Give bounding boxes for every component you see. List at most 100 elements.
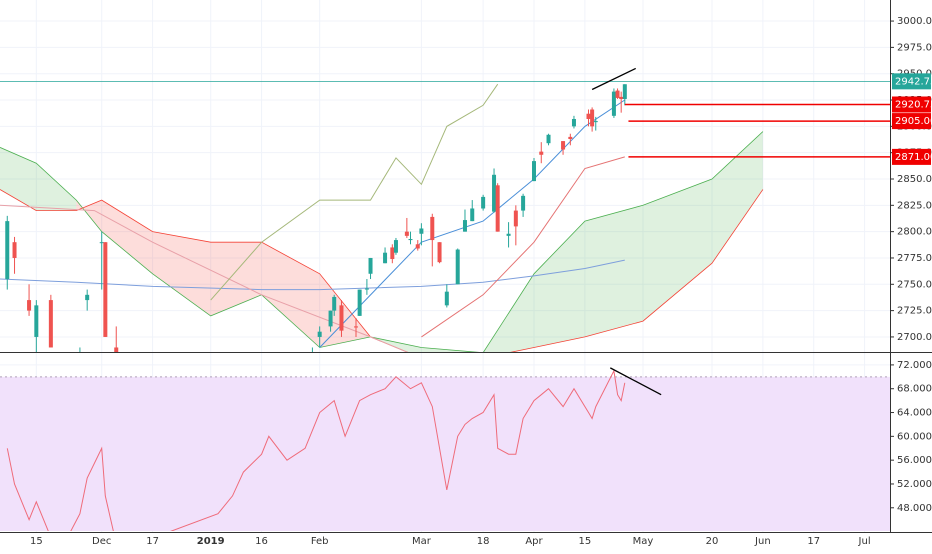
candle-body <box>404 231 409 236</box>
candle-body <box>622 84 627 99</box>
candle-body <box>390 247 395 260</box>
cloud-segment <box>370 336 422 352</box>
cloud-segment <box>642 179 712 322</box>
candle-body <box>590 109 595 127</box>
candle-body <box>521 195 526 211</box>
price-pane <box>0 67 890 352</box>
y-tick-label: 2800.00 <box>897 227 932 238</box>
indicator-line <box>0 259 625 291</box>
price-label: 2871.00 <box>895 152 932 163</box>
candle-body <box>437 242 442 263</box>
indicator-line <box>0 204 409 352</box>
x-tick-label: 2019 <box>197 536 225 547</box>
candle-body <box>357 289 362 316</box>
candle-body <box>546 134 551 144</box>
candle-body <box>48 300 53 348</box>
y-tick-label: 2825.00 <box>897 200 932 211</box>
candle-body <box>99 242 104 244</box>
y-tick-label: 48.0000 <box>897 503 932 514</box>
x-tick-label: May <box>633 536 654 547</box>
candle-body <box>12 242 17 258</box>
candle-body <box>619 96 624 99</box>
candle-body <box>513 210 518 227</box>
x-tick-label: Apr <box>525 536 543 547</box>
x-tick-label: 17 <box>146 536 159 547</box>
candle-body <box>611 91 616 116</box>
candle-body <box>368 257 373 274</box>
price-label: 2920.75 <box>895 100 932 111</box>
candle-body <box>561 141 566 150</box>
candle-body <box>571 118 576 127</box>
x-tick-label: 17 <box>807 536 820 547</box>
x-tick-label: Jul <box>858 536 871 547</box>
rsi-line <box>6 369 626 531</box>
cloud-segment <box>36 163 77 211</box>
candle-body <box>419 228 424 234</box>
price-label: 2942.75 <box>895 76 932 87</box>
y-tick-label: 60.0000 <box>897 431 932 442</box>
candle-body <box>495 185 500 232</box>
x-tick-label: Jun <box>754 536 771 547</box>
cloud-segment <box>712 131 763 264</box>
cloud-segment <box>101 200 153 274</box>
y-tick-label: 68.0000 <box>897 384 932 395</box>
x-tick-label: Feb <box>311 536 329 547</box>
y-tick-label: 2975.00 <box>897 42 932 53</box>
y-tick-label: 2750.00 <box>897 279 932 290</box>
indicator-line <box>210 83 499 301</box>
candle-body <box>332 296 337 311</box>
candle-body <box>532 161 536 182</box>
x-tick-label: 20 <box>706 536 719 547</box>
y-tick-label: 56.0000 <box>897 455 932 466</box>
candle-body <box>506 233 511 236</box>
price-label-box <box>892 96 931 113</box>
x-tick-label: Dec <box>92 536 111 547</box>
rsi-pane <box>0 367 890 531</box>
candle-body <box>317 331 322 337</box>
trend-line <box>591 67 636 91</box>
price-label-box <box>892 148 931 165</box>
y-tick-label: 64.0000 <box>897 408 932 419</box>
candle-body <box>470 208 475 222</box>
cloud-segment <box>0 147 37 211</box>
cloud-segment <box>584 205 643 337</box>
candle-body <box>114 347 119 352</box>
cloud-span-a <box>0 131 764 352</box>
cloud-segment <box>152 231 211 316</box>
candle-body <box>492 174 497 212</box>
cloud-segment <box>210 242 262 316</box>
rsi-band <box>0 376 890 531</box>
candle-body <box>462 220 467 232</box>
candle-body <box>539 151 544 155</box>
candle-body <box>586 113 591 119</box>
candle-body <box>593 121 598 123</box>
indicator-line <box>421 156 625 338</box>
price-label: 2905.00 <box>895 116 932 127</box>
x-tick-label: 15 <box>578 536 591 547</box>
y-tick-label: 2775.00 <box>897 253 932 264</box>
candle-body <box>34 305 39 337</box>
cloud-segment <box>261 242 320 348</box>
y-tick-label: 3000.00 <box>897 16 932 27</box>
cloud-span-b <box>0 189 764 352</box>
candle-body <box>393 240 398 253</box>
candle-body <box>568 136 573 139</box>
y-tick-label: 2850.00 <box>897 174 932 185</box>
candle-body <box>444 291 449 306</box>
candle-body <box>328 310 333 327</box>
candle-body <box>85 294 90 301</box>
y-tick-label: 2700.00 <box>897 332 932 343</box>
x-tick-label: 18 <box>477 536 490 547</box>
cloud-segment <box>534 221 585 348</box>
candle-body <box>481 196 486 209</box>
candle-body <box>415 244 420 249</box>
price-label-box <box>892 113 931 130</box>
price-label-box <box>892 73 931 90</box>
candle-body <box>408 239 413 241</box>
candle-body <box>354 326 358 328</box>
x-tick-label: 15 <box>30 536 43 547</box>
candle-body <box>103 242 108 337</box>
candle-body <box>5 221 10 280</box>
y-tick-label: 52.0000 <box>897 479 932 490</box>
